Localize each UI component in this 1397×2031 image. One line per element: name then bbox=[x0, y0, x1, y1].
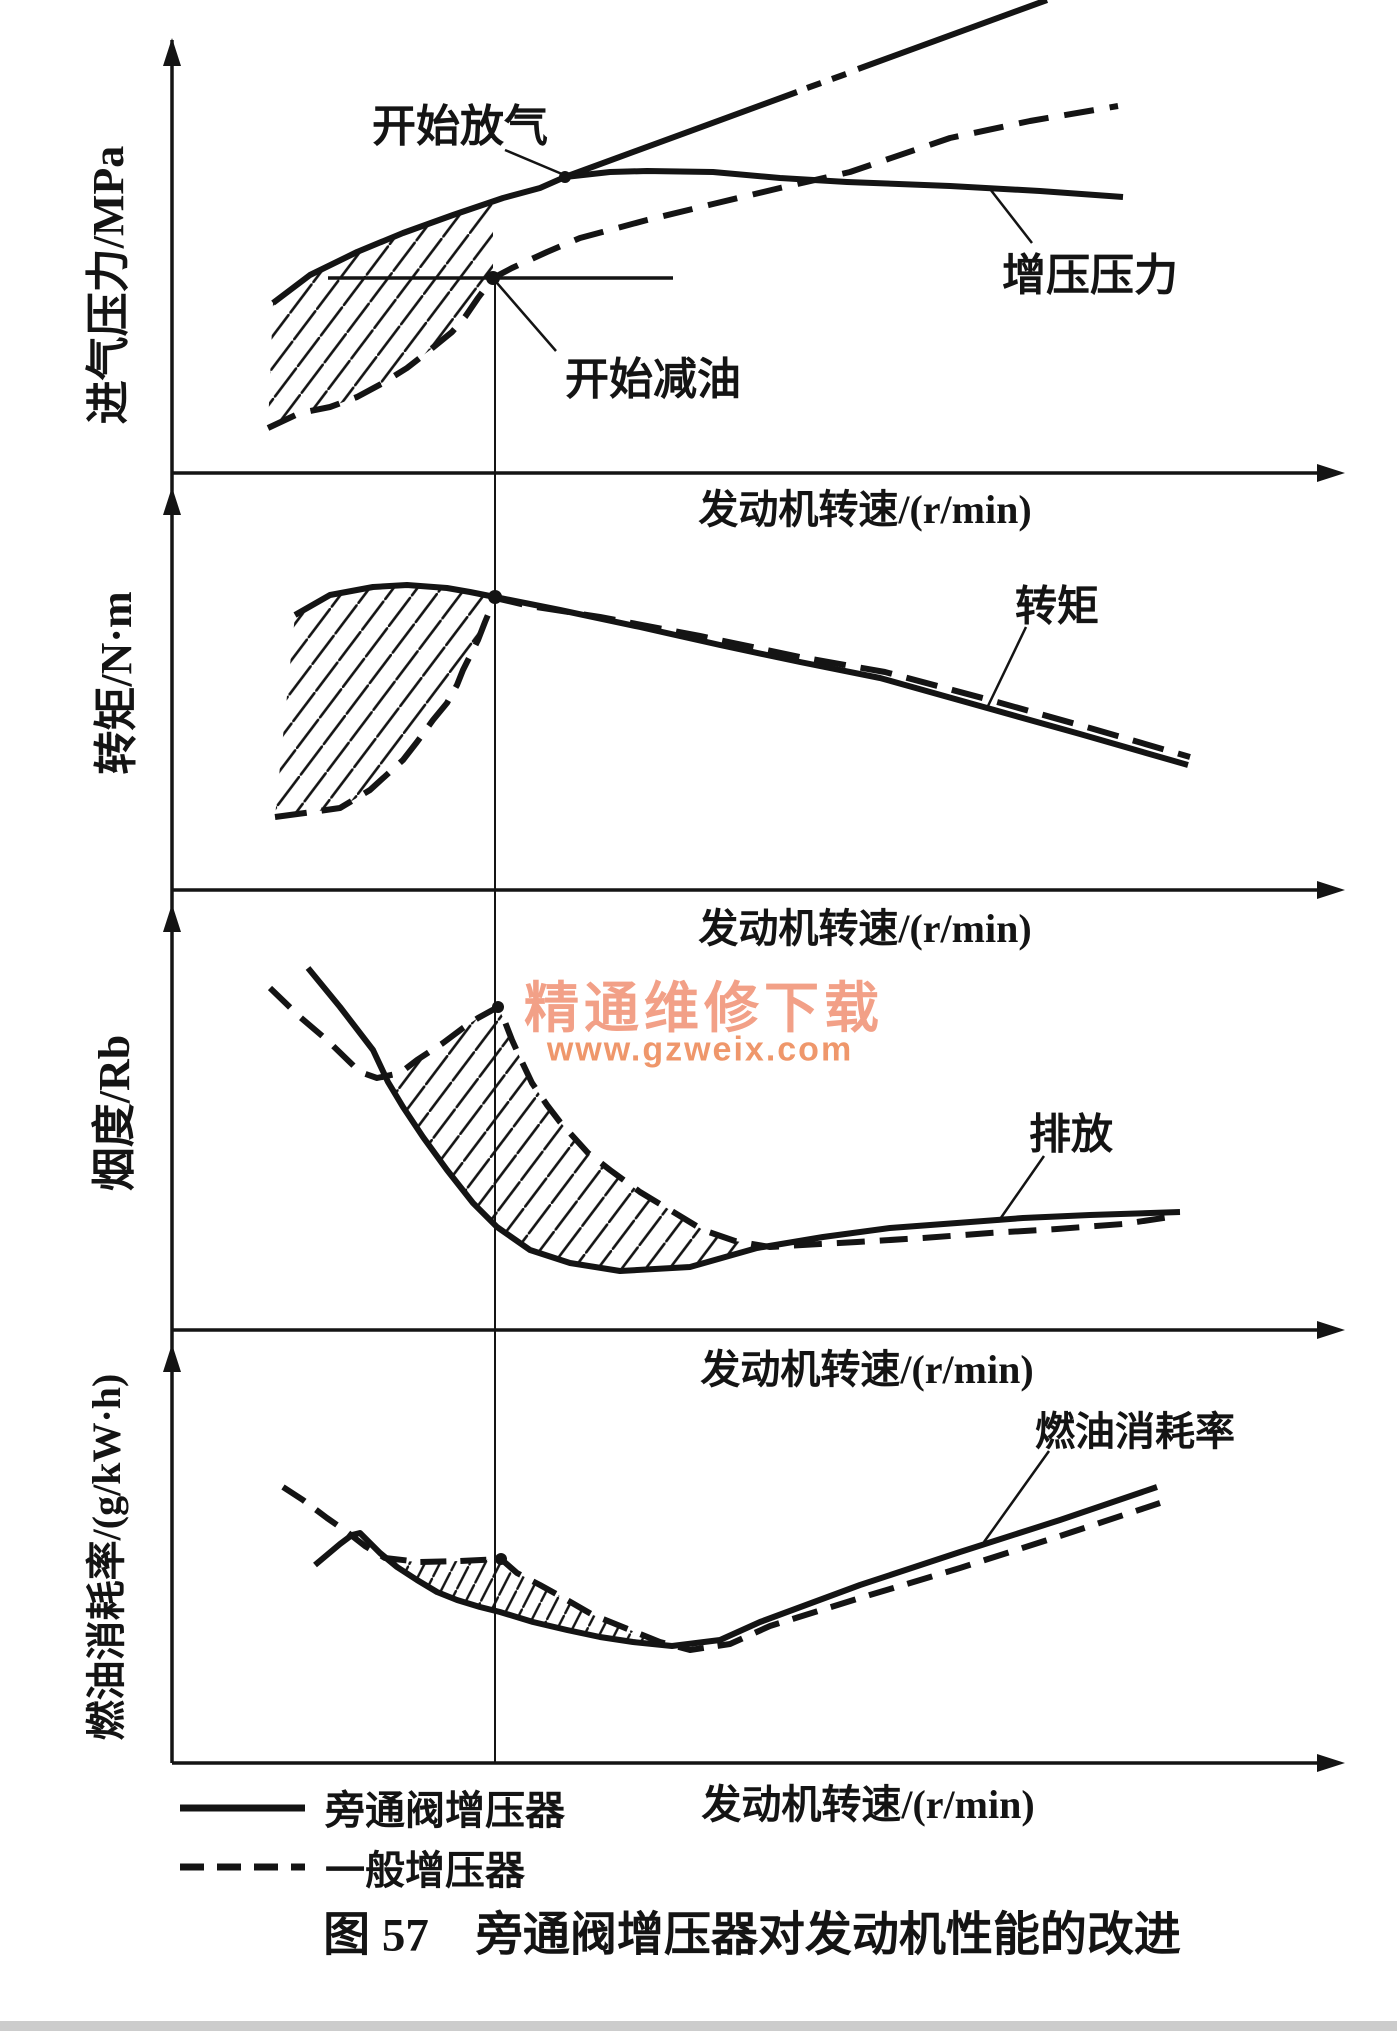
annotation-emission: 排放 bbox=[1028, 1112, 1114, 1159]
y-axis-label-fuel-rate: 燃油消耗率/(g/kW·h) bbox=[84, 1373, 129, 1741]
x-axis-label-engine-speed-3: 发动机转速/(r/min) bbox=[700, 1347, 1034, 1392]
y-axis-label-intake-pressure: 进气压力/MPa bbox=[84, 145, 133, 425]
y-axis-label-smoke: 烟度/Rb bbox=[90, 1034, 139, 1192]
watermark-url: www.gzweix.com bbox=[546, 1030, 854, 1069]
figure-caption: 图 57 旁通阀增压器对发动机性能的改进 bbox=[323, 1909, 1181, 1962]
annotation-torque: 转矩 bbox=[1014, 584, 1100, 631]
x-axis-label-engine-speed-4: 发动机转速/(r/min) bbox=[701, 1782, 1035, 1827]
legend-label-normal-turbo: 一般增压器 bbox=[325, 1848, 525, 1893]
page-edge-bar bbox=[0, 2021, 1397, 2031]
annotation-fuel-consumption: 燃油消耗率 bbox=[1035, 1409, 1235, 1454]
legend-label-bypass-turbo: 旁通阀增压器 bbox=[325, 1788, 565, 1833]
annotation-start-air-release: 开始放气 bbox=[372, 102, 548, 151]
x-axis-label-engine-speed-2: 发动机转速/(r/min) bbox=[698, 906, 1032, 951]
x-axis-label-engine-speed-1: 发动机转速/(r/min) bbox=[698, 487, 1032, 532]
watermark-text: 精通维修下载 bbox=[523, 977, 885, 1039]
annotation-start-fuel-reduction: 开始减油 bbox=[565, 355, 741, 404]
annotation-boost-pressure: 增压压力 bbox=[1002, 251, 1178, 300]
y-axis-label-torque: 转矩/N·m bbox=[92, 591, 141, 775]
